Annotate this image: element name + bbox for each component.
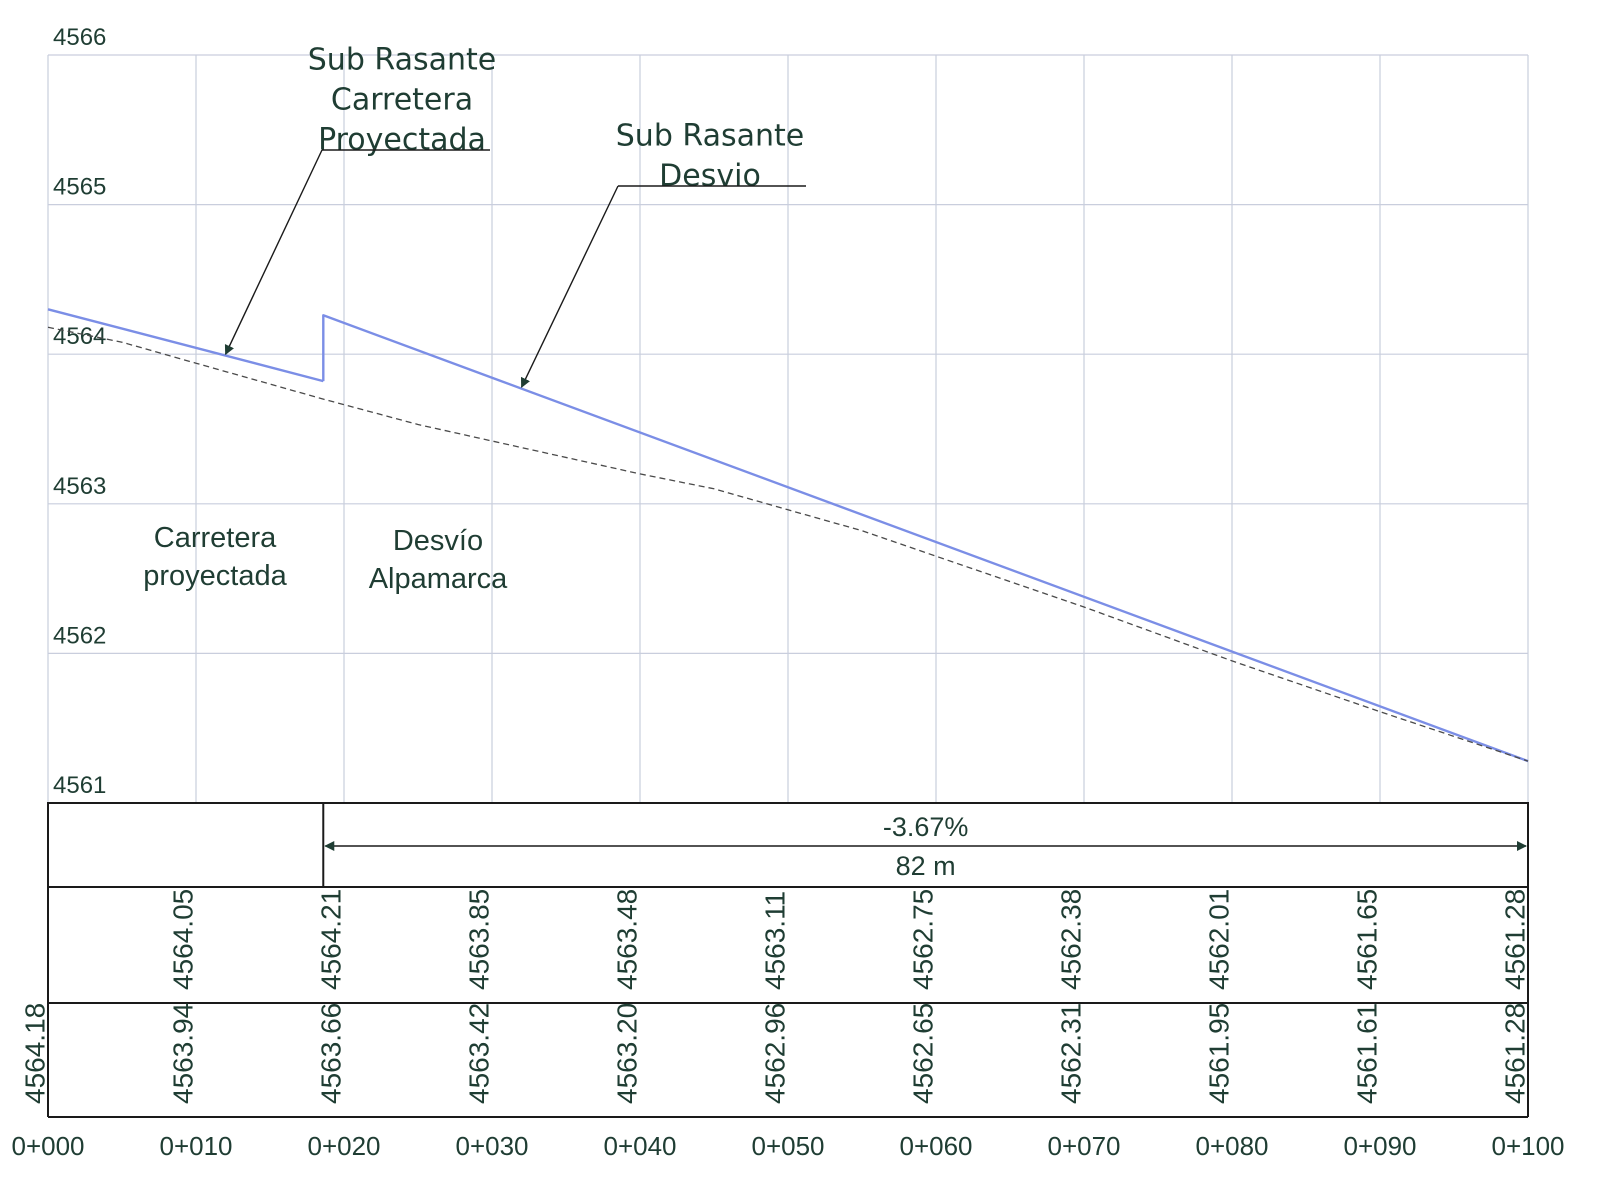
series-terreno [47, 326, 1529, 762]
table-value: 4563.42 [464, 1003, 495, 1104]
y-tick-label: 4565 [53, 174, 106, 201]
zone-labels: Carretera proyectada Desvío Alpamarca [143, 522, 508, 595]
table-value: 4562.75 [908, 889, 939, 990]
table-value: 4561.28 [1500, 889, 1531, 990]
table-value: 4562.96 [760, 1003, 791, 1104]
table-value: 4564.21 [316, 889, 347, 990]
y-axis-ticks: 4566 4565 4564 4563 4562 4561 [53, 24, 106, 799]
table-value: 4563.94 [168, 1003, 199, 1104]
x-tick-label: 0+070 [1047, 1131, 1120, 1161]
table-value: 4563.20 [612, 1003, 643, 1104]
table-value: 4562.31 [1056, 1003, 1087, 1104]
callout-leader-arrow [224, 149, 323, 356]
profile-table: -3.67% 82 m 4564.05 4564.21 4563.85 4563.48 45… [20, 802, 1531, 1118]
x-tick-label: 0+080 [1195, 1131, 1268, 1161]
table-value: 4562.65 [908, 1003, 939, 1104]
table-value: 4561.95 [1204, 1003, 1235, 1104]
callout-leader-arrow [520, 185, 619, 389]
zone-label-text: Desvío [393, 525, 483, 557]
series-carretera-proyectada [47, 308, 324, 383]
table-value: 4564.18 [20, 1003, 51, 1104]
callout-text: Desvio [659, 159, 761, 194]
table-value: 4564.05 [168, 889, 199, 990]
y-tick-label: 4566 [53, 24, 106, 51]
y-tick-label: 4564 [53, 323, 106, 350]
callout-text: Proyectada [318, 123, 486, 158]
x-tick-label: 0+090 [1343, 1131, 1416, 1161]
table-value: 4563.11 [760, 891, 791, 990]
slope-length-label: 82 m [896, 851, 956, 881]
table-value: 4562.38 [1056, 889, 1087, 990]
callouts: Sub Rasante Carretera Proyectada Sub Rasant… [224, 43, 806, 389]
zone-label-text: proyectada [143, 560, 287, 592]
x-tick-label: 0+000 [11, 1131, 84, 1161]
x-tick-label: 0+100 [1491, 1131, 1564, 1161]
grid [47, 54, 1529, 804]
x-tick-label: 0+040 [603, 1131, 676, 1161]
table-value: 4561.65 [1352, 889, 1383, 990]
series-desvio [322, 314, 1529, 763]
table-value: 4563.48 [612, 889, 643, 990]
y-tick-label: 4562 [53, 622, 106, 649]
y-tick-label: 4561 [53, 772, 106, 799]
series-group [47, 308, 1529, 763]
x-tick-label: 0+050 [751, 1131, 824, 1161]
table-value: 4561.61 [1352, 1003, 1383, 1104]
x-tick-label: 0+020 [307, 1131, 380, 1161]
x-tick-label: 0+010 [159, 1131, 232, 1161]
x-axis-ticks: 0+000 0+010 0+020 0+030 0+040 0+050 0+060 0+070… [11, 1131, 1564, 1161]
table-value: 4561.28 [1500, 1003, 1531, 1104]
zone-label-text: Alpamarca [369, 563, 508, 595]
table-value: 4563.85 [464, 889, 495, 990]
slope-band-frame [47, 802, 1529, 888]
x-tick-label: 0+060 [899, 1131, 972, 1161]
callout-text: Carretera [331, 83, 473, 118]
callout-text: Sub Rasante [308, 43, 496, 78]
x-tick-label: 0+030 [455, 1131, 528, 1161]
callout-text: Sub Rasante [616, 119, 804, 154]
table-value: 4563.66 [316, 1003, 347, 1104]
y-tick-label: 4563 [53, 473, 106, 500]
slope-grade-label: -3.67% [883, 812, 969, 842]
table-value: 4562.01 [1204, 889, 1235, 990]
zone-label-text: Carretera [154, 522, 277, 554]
